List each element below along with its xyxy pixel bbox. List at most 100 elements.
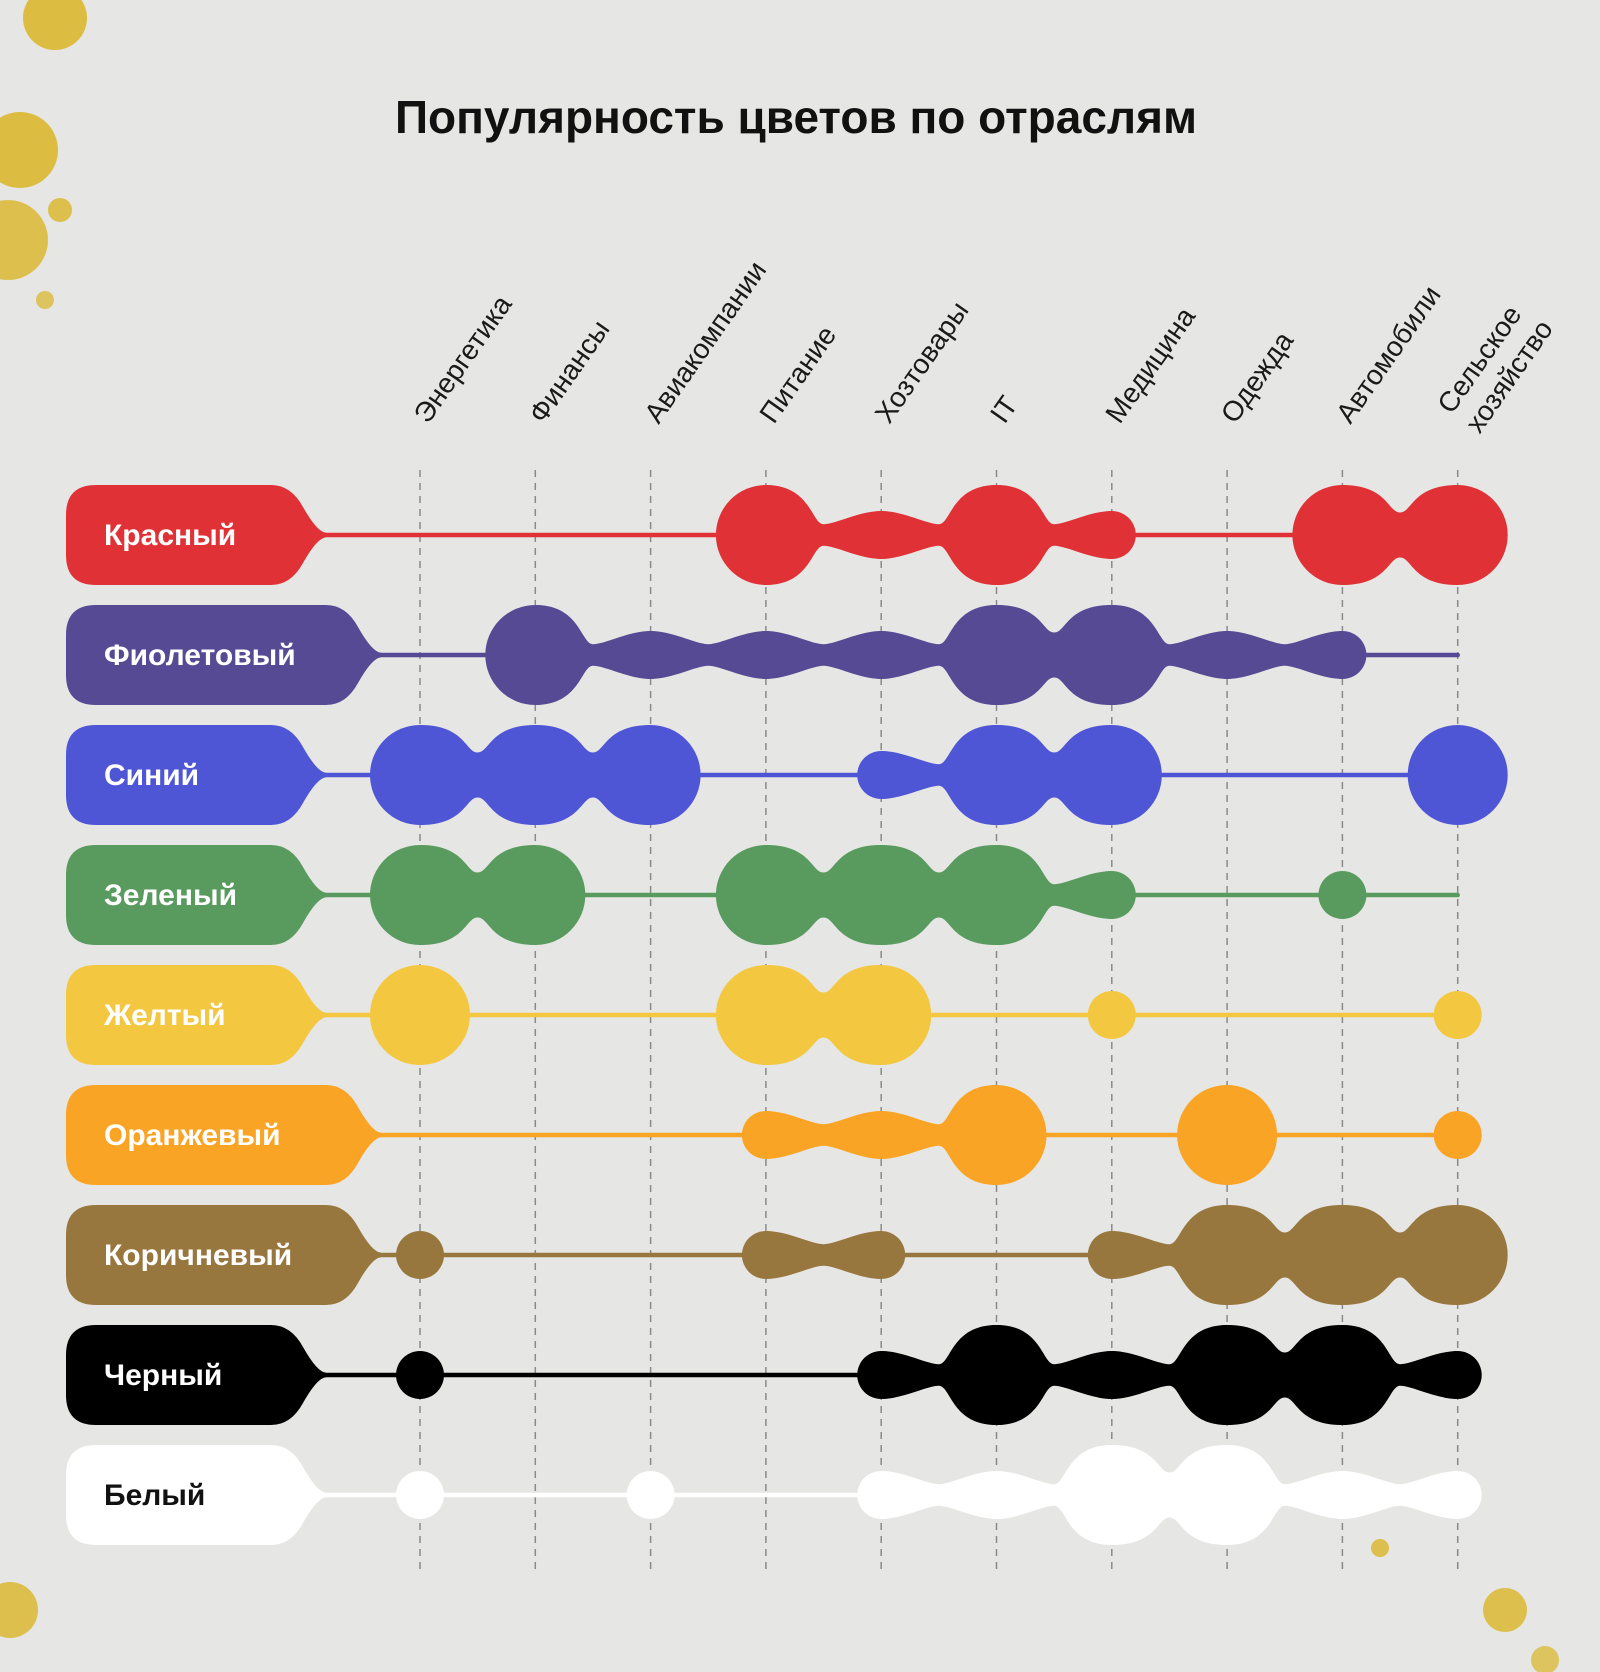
color-rows: Красный Фиолетовый Синий Зеленый Желтый Оранж… (66, 485, 1508, 1545)
ink-splash (23, 0, 87, 50)
ink-splash (0, 1582, 38, 1638)
bubble (396, 1351, 444, 1399)
bubble (396, 1231, 444, 1279)
bubble-connector (996, 605, 1112, 705)
bubble-connector (881, 845, 997, 945)
column-label-line: IT (984, 390, 1024, 428)
column-label-line: Авиакомпании (638, 255, 772, 428)
column-label: Медицина (1099, 301, 1201, 428)
column-label-line: Медицина (1099, 301, 1201, 428)
bubble-connector (535, 725, 651, 825)
ink-splash (1371, 1539, 1389, 1557)
bubble (1318, 871, 1367, 919)
bubble-connector (881, 485, 997, 585)
bubble (370, 965, 470, 1065)
row-label: Зеленый (104, 879, 237, 912)
column-label: Питание (753, 320, 842, 428)
row-tag (66, 1085, 381, 1185)
bubble-connector (1111, 1325, 1228, 1425)
bubble-connector (1227, 1445, 1343, 1545)
bubble (1177, 1085, 1278, 1185)
bubble (626, 1471, 675, 1519)
bubble-connector (535, 605, 651, 705)
row-3: Синий (66, 725, 1508, 825)
bubble-connector (1342, 485, 1458, 585)
column-label: Финансы (523, 314, 616, 428)
column-label-line: Финансы (523, 314, 616, 428)
bubble-connector (996, 1445, 1112, 1545)
ink-splash (1483, 1588, 1527, 1632)
column-label: Авиакомпании (638, 255, 772, 428)
bubble-connector (881, 725, 997, 825)
bubble-connector (765, 845, 882, 945)
column-label-line: Автомобили (1330, 280, 1447, 428)
ink-splash-decoration (0, 0, 1559, 1672)
bubble (1433, 991, 1482, 1039)
row-tag (66, 485, 326, 585)
bubble-connector (881, 1085, 997, 1185)
row-tag (66, 605, 381, 705)
bubble-connector (765, 1111, 882, 1159)
bubble-connector (1342, 1325, 1458, 1425)
bubble-connector (996, 845, 1112, 945)
ink-splash (1531, 1646, 1559, 1672)
bubble-connector (1342, 1205, 1458, 1305)
bubble-connector (1227, 1325, 1343, 1425)
row-label: Оранжевый (104, 1119, 281, 1152)
column-label: Одежда (1215, 326, 1300, 429)
bubble-connector (765, 965, 882, 1065)
row-8: Черный (66, 1325, 1482, 1425)
column-label: Энергетика (408, 289, 518, 428)
bubble-connector (765, 1231, 882, 1279)
column-label-line: Питание (753, 320, 842, 428)
bubble-connector (1342, 1471, 1458, 1519)
bubble (1087, 991, 1136, 1039)
ink-splash (36, 291, 54, 309)
chart-title: Популярность цветов по отраслям (395, 91, 1197, 143)
bubble-connector (420, 845, 536, 945)
row-5: Желтый (66, 965, 1482, 1065)
bubble (396, 1471, 444, 1519)
bubble-connector (996, 485, 1112, 585)
row-label: Красный (104, 519, 236, 552)
row-label: Коричневый (104, 1239, 292, 1272)
column-label: Сельскоехозяйство (1431, 295, 1559, 438)
bubble-connector (1227, 1205, 1343, 1305)
column-label: IT (984, 390, 1024, 428)
row-9: Белый (66, 1445, 1482, 1545)
row-tag (66, 725, 326, 825)
row-7: Коричневый (66, 1205, 1508, 1305)
bubble-connector (1111, 1445, 1228, 1545)
row-1: Красный (66, 485, 1508, 585)
bubble-connector (765, 631, 882, 679)
row-label: Желтый (103, 999, 226, 1032)
row-label: Фиолетовый (104, 639, 296, 672)
column-label-line: Хозтовары (869, 296, 975, 429)
bubble-connector (996, 1325, 1112, 1425)
bubble-connector (881, 1325, 997, 1425)
row-tag (66, 965, 326, 1065)
ink-splash (0, 112, 58, 188)
row-tag (66, 1205, 381, 1305)
row-label: Черный (104, 1359, 222, 1392)
bubble-connector (881, 1471, 997, 1519)
ink-splash (48, 198, 72, 222)
column-label-line: Энергетика (408, 289, 518, 428)
ink-splash (0, 200, 48, 280)
row-4: Зеленый (66, 845, 1460, 945)
row-tag (66, 845, 326, 945)
column-label: Автомобили (1330, 280, 1447, 428)
bubble-connector (996, 725, 1112, 825)
bubble-connector (1227, 631, 1343, 679)
bubble-connector (765, 485, 882, 585)
row-label: Синий (104, 759, 199, 792)
row-6: Оранжевый (66, 1085, 1482, 1185)
row-tag (66, 1445, 326, 1545)
bubble (1407, 725, 1508, 825)
row-tag (66, 1325, 326, 1425)
bubble-connector (650, 631, 766, 679)
row-2: Фиолетовый (66, 605, 1460, 705)
column-label-line: Одежда (1215, 326, 1300, 429)
